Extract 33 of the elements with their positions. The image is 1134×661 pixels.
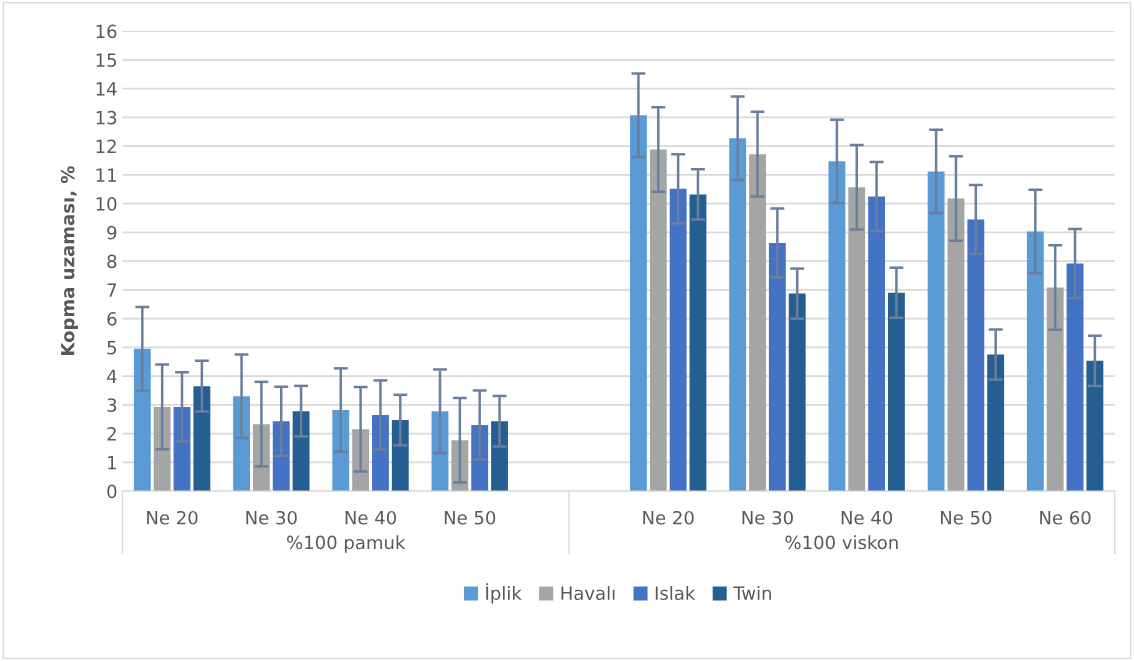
text: %100 viskon <box>785 535 898 550</box>
y-tick-label: 16 <box>96 24 117 39</box>
y-tick-label: 11 <box>96 168 116 182</box>
y-tick-label: 12 <box>96 139 116 153</box>
y-tick-label: 2 <box>107 427 116 441</box>
legend-label: Twin <box>733 586 771 600</box>
y-tick-label: 3 <box>107 398 117 412</box>
y-tick-label: 14 <box>96 82 117 96</box>
x-tick-label: Ne 30 <box>742 510 793 525</box>
y-tick-label: 4 <box>107 369 117 383</box>
legend-label: Havalı <box>561 586 615 600</box>
legend-label: Islak <box>655 586 696 600</box>
y-tick-label: 7 <box>107 283 117 297</box>
x-tick-label: Ne 20 <box>643 510 694 525</box>
legend-label: İplik <box>486 583 522 604</box>
y-tick-label: 8 <box>107 254 117 269</box>
x-tick-label: Ne 40 <box>841 510 893 525</box>
y-tick-label: 9 <box>107 225 117 240</box>
x-tick-label: Ne 40 <box>345 510 396 525</box>
y-tick-label: 13 <box>96 110 117 125</box>
y-tick-label: 1 <box>108 456 116 470</box>
x-tick-label: Ne 60 <box>1040 510 1091 525</box>
text: %100 pamuk <box>287 535 406 553</box>
x-tick-label: Ne 50 <box>940 510 992 525</box>
y-tick-label: 6 <box>107 312 117 326</box>
y-tick-label: 5 <box>107 341 117 355</box>
x-tick-label: Ne 30 <box>246 510 297 525</box>
x-tick-label: Ne 50 <box>444 510 496 525</box>
y-tick-label: 15 <box>96 53 117 67</box>
y-tick-label: 0 <box>107 484 117 499</box>
y-axis-title: Kopma uzaması, % <box>60 166 78 355</box>
y-tick-label: 10 <box>96 197 117 211</box>
x-tick-label: Ne 20 <box>147 510 198 525</box>
